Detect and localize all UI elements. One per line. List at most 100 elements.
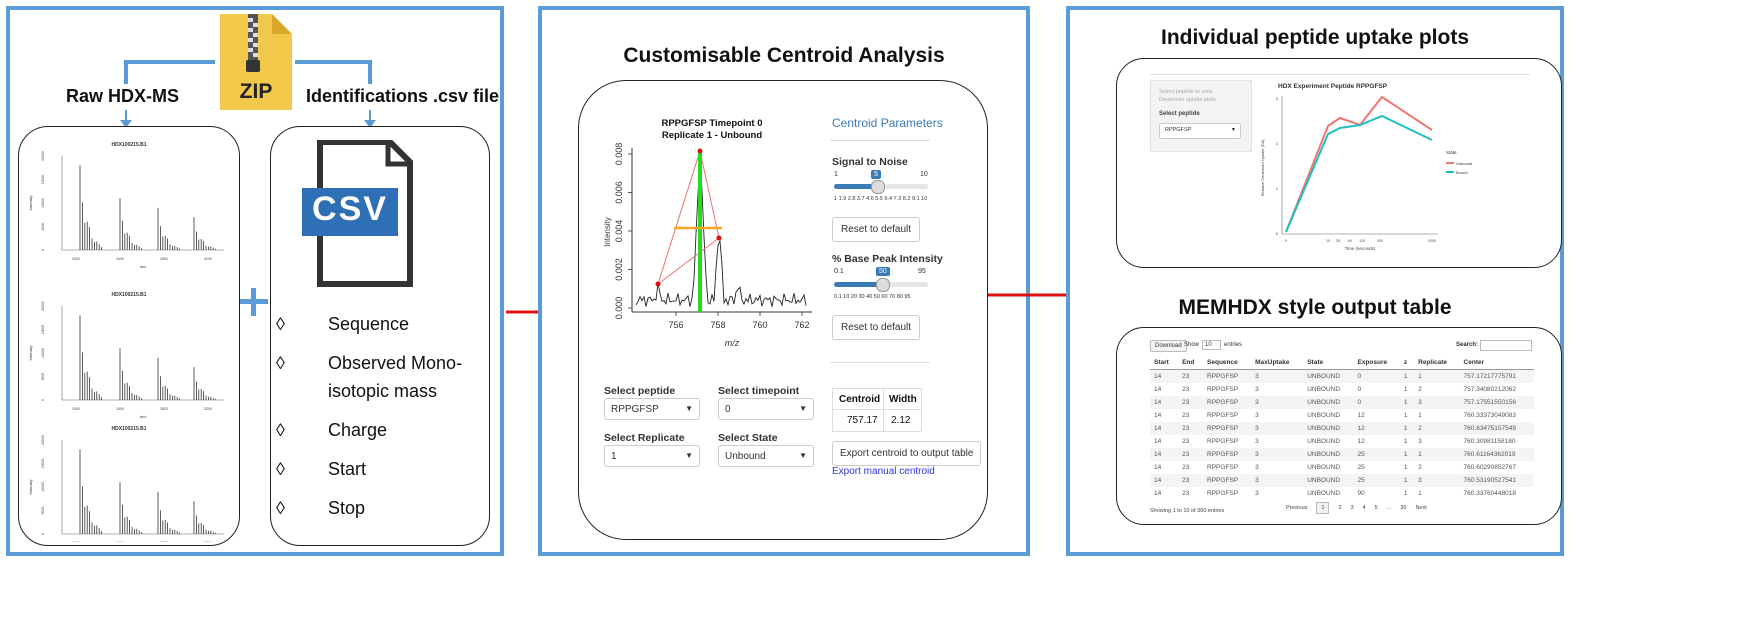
centroid-ylabel: Intensity (603, 217, 612, 247)
table-row: 14 23 RPPGFSP 3 UNBOUND 90 1 1 760.33760448018 (1150, 487, 1534, 500)
table-cell: 3 (1418, 438, 1422, 445)
table-row: 14 23 RPPGFSP 3 UNBOUND 0 1 1 757.17217775791 (1150, 369, 1534, 383)
legend-bound-label: Bound (1456, 170, 1468, 175)
raw-spectra-box (18, 126, 240, 546)
bpi-label: % Base Peak Intensity (832, 253, 943, 265)
centroid-spectrum-line (635, 158, 807, 307)
table-column-header[interactable]: MaxUptake (1251, 356, 1304, 370)
side-select-dropdown[interactable]: RPPGFSP ▼ (1159, 123, 1241, 139)
table-cell: 2 (1418, 386, 1422, 393)
centroid-ytick: 0.002 (614, 258, 624, 281)
table-pager: Previous 1 2 3 4 5... 30 Next (1286, 502, 1436, 514)
table-cell: 1 (1414, 369, 1460, 383)
table-cell: UNBOUND (1303, 396, 1354, 409)
pager-item[interactable]: ... (1386, 505, 1392, 511)
centroid-result-table: Centroid Width 757.17 2.12 (832, 388, 922, 432)
centroid-triangle-base (657, 237, 720, 285)
table-column-header[interactable]: End (1178, 356, 1204, 370)
chevron-down-icon: ▼ (685, 451, 693, 460)
spectrum-ytick: 20000 (41, 301, 45, 311)
output-table: Start End Sequence MaxUptake State Exposure z R… (1150, 356, 1534, 500)
spectrum-peaks (79, 165, 216, 250)
spectrum-ylabel: Intensity (28, 196, 33, 211)
params-divider (830, 140, 930, 141)
table-cell: 1 (1399, 396, 1415, 409)
select-replicate-value: 1 (611, 451, 617, 462)
uptake-top-line (1150, 74, 1530, 75)
table-cell: 1 (1418, 490, 1422, 497)
spectrum-xtick: 2000 (72, 407, 80, 411)
spectrum-ytick: 10000 (41, 198, 45, 208)
spectrum-peaks (79, 315, 216, 400)
spectrum-xtick: 2800 (160, 541, 168, 542)
export-centroid-button[interactable]: Export centroid to output table (832, 441, 982, 466)
download-button[interactable]: Download (1150, 340, 1187, 352)
table-cell: RPPGFSP (1207, 386, 1239, 393)
table-cell: 3 (1251, 396, 1304, 409)
diamond-bullet-icon: ◊ (276, 498, 285, 518)
table-cell: 757.34080212062 (1463, 386, 1516, 393)
zip-connectors (120, 60, 376, 128)
pager-item[interactable]: 30 (1400, 505, 1407, 511)
csv-field-item: Stop (328, 498, 366, 518)
table-column-header[interactable]: z (1399, 356, 1415, 370)
spectrum-ytick: 10000 (41, 348, 45, 358)
export-manual-centroid-link[interactable]: Export manual centroid (832, 466, 935, 477)
centroid-xtick: 758 (710, 320, 725, 330)
bpi-slider-handle[interactable] (876, 278, 890, 292)
spectrum-peaks (79, 449, 216, 534)
table-row: 14 23 RPPGFSP 3 UNBOUND 25 1 2 760.60290852767 (1150, 461, 1534, 474)
pager-item[interactable]: 4 (1362, 505, 1366, 511)
table-cell: 3 (1414, 396, 1460, 409)
pager-item[interactable]: 1 (1316, 502, 1330, 514)
show-select[interactable]: 10 (1202, 340, 1221, 350)
bpi-slider[interactable] (834, 278, 928, 292)
table-cell: 0 (1353, 369, 1400, 383)
select-replicate-dropdown[interactable]: 1 ▼ (604, 445, 700, 467)
snr-reset-button[interactable]: Reset to default (832, 217, 921, 242)
table-cell: RPPGFSP (1203, 369, 1252, 383)
table-cell: 1 (1403, 386, 1408, 393)
zip-label: ZIP (239, 80, 273, 103)
table-column-header[interactable]: Replicate (1414, 356, 1460, 370)
table-column-header[interactable]: Start (1150, 356, 1179, 370)
table-column-header[interactable]: Center (1459, 356, 1534, 370)
select-peptide-dropdown[interactable]: RPPGFSP ▼ (604, 398, 700, 420)
output-table-wrap: Start End Sequence MaxUptake State Exposure z R… (1150, 356, 1534, 500)
table-cell: UNBOUND (1307, 490, 1341, 497)
spectrum-xtick: 2000 (72, 541, 80, 542)
spectrum-xtick: 2400 (116, 541, 124, 542)
table-cell: 3 (1255, 464, 1259, 471)
snr-slider[interactable] (834, 180, 928, 194)
pager-item[interactable]: Previous (1286, 505, 1308, 511)
table-column-header[interactable]: State (1303, 356, 1354, 370)
pager-item[interactable]: Next (1415, 505, 1427, 511)
table-cell: UNBOUND (1307, 386, 1341, 393)
uptake-xlabel: Time (seconds) (1345, 246, 1376, 251)
table-column-header[interactable]: Exposure (1353, 356, 1400, 370)
select-peptide-label: Select peptide (604, 385, 676, 397)
table-cell: RPPGFSP (1203, 474, 1252, 487)
table-cell: 0 (1357, 386, 1362, 393)
table-cell: 12 (1357, 438, 1365, 445)
table-cell: 23 (1178, 396, 1204, 409)
bpi-reset-button[interactable]: Reset to default (832, 315, 921, 340)
chevron-down-icon: ▼ (799, 451, 807, 460)
centroid-plot-title-2: Replicate 1 - Unbound (661, 130, 763, 141)
peak-point (655, 281, 661, 287)
table-cell: 14 (1154, 412, 1162, 419)
table-column-header[interactable]: Sequence (1203, 356, 1252, 370)
csv-label: CSV (312, 190, 388, 228)
pager-item[interactable]: 3 (1350, 505, 1354, 511)
pager-item[interactable]: 5 (1374, 505, 1378, 511)
pager-item[interactable]: 2 (1338, 505, 1342, 511)
table-cell: 760.63475157549 (1459, 422, 1534, 435)
select-timepoint-dropdown[interactable]: 0 ▼ (718, 398, 814, 420)
uptake-xtick: 300 (1377, 239, 1383, 243)
table-cell: 23 (1182, 438, 1190, 445)
select-state-dropdown[interactable]: Unbound ▼ (718, 445, 814, 467)
snr-slider-handle[interactable] (871, 180, 885, 194)
legend-unbound-label: Unbound (1456, 161, 1472, 166)
spectrum-ytick: 20000 (41, 435, 45, 445)
search-input[interactable] (1480, 340, 1532, 351)
